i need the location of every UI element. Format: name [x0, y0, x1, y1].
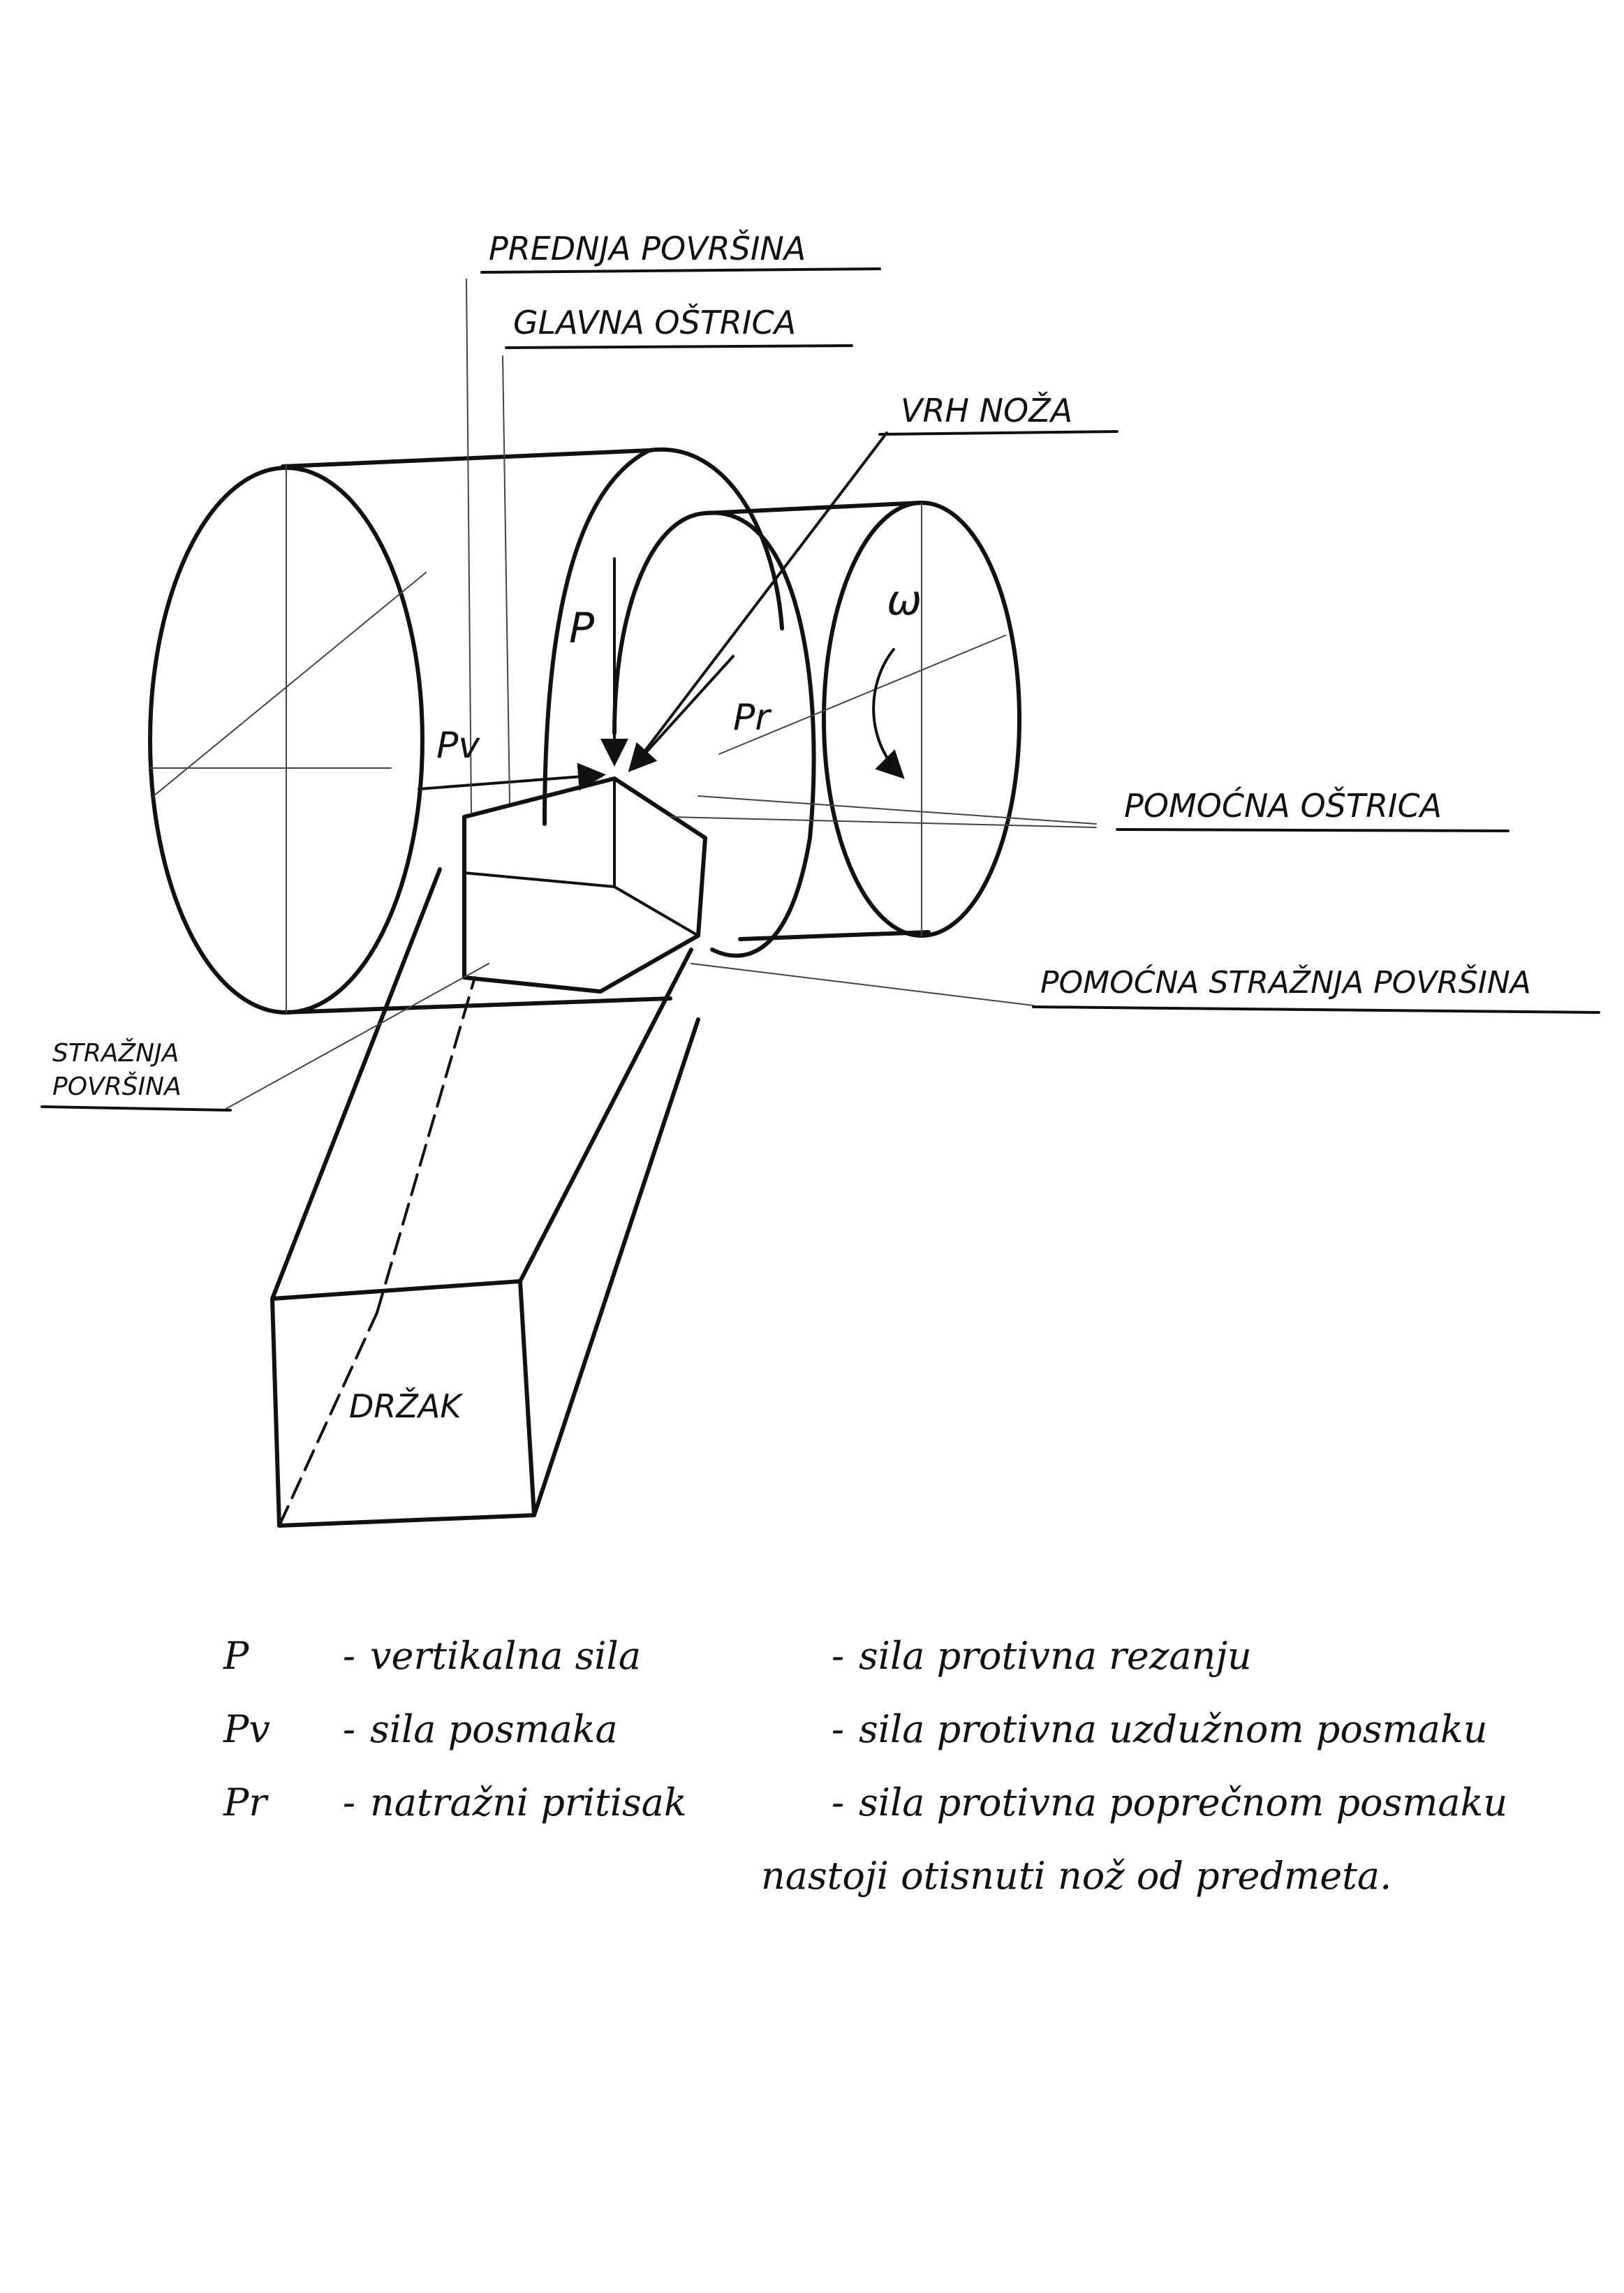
legend-separator: - — [342, 1780, 356, 1824]
legend-description: sila protivna uzdužnom posmaku — [859, 1707, 1488, 1751]
underline-strajnja — [40, 1105, 232, 1112]
legend-symbol: Pr — [223, 1780, 267, 1824]
label-strajnja: STRAŽNJA — [52, 1038, 179, 1068]
underline-vrh — [878, 430, 1119, 436]
legend-term: vertikalna sila — [370, 1634, 642, 1678]
leader-prednja — [466, 279, 472, 814]
legend-term: sila posmaka — [370, 1707, 618, 1751]
legend-separator: - — [831, 1707, 845, 1751]
label-povrsina: POVRŠINA — [52, 1072, 182, 1101]
small-cylinder — [612, 501, 1097, 958]
underline-prednja — [480, 267, 881, 274]
legend-description: sila protivna poprečnom posmaku — [859, 1780, 1508, 1824]
underline-glavna — [505, 344, 853, 349]
large-cylinder — [148, 447, 784, 1015]
legend-separator: - — [342, 1707, 356, 1751]
legend-symbol: P — [223, 1634, 249, 1678]
cutting-insert — [462, 776, 707, 994]
label-prednja-povrsina: PREDNJA POVRŠINA — [489, 229, 806, 267]
label-drzak: DRŽAK — [349, 1387, 464, 1425]
label-vrh-noza: VRH NOŽA — [901, 392, 1072, 429]
legend-continuation: nastoji otisnuti nož od predmeta. — [761, 1854, 1392, 1898]
label-omega: ω — [887, 576, 922, 625]
legend-description: sila protivna rezanju — [859, 1634, 1252, 1678]
legend-row-p: P - vertikalna sila - sila protivna reza… — [223, 1634, 1550, 1707]
vrh-leader — [630, 432, 888, 769]
leader-pomocna-strajnja — [691, 963, 1034, 1006]
legend-term: natražni pritisak — [370, 1780, 687, 1824]
label-pomocna-strajnja-povrsina: POMOĆNA STRAŽNJA POVRŠINA — [1040, 964, 1531, 1001]
leader-strajnja — [223, 963, 489, 1111]
label-force-p: P — [569, 604, 595, 653]
tool-shank — [270, 867, 700, 1528]
leader-pomocna-ostrica — [670, 816, 1097, 828]
legend-separator: - — [831, 1634, 845, 1678]
force-pr-arrow — [628, 655, 735, 772]
legend-row-pv: Pv - sila posmaka - sila protivna uzdužn… — [223, 1707, 1550, 1780]
legend-symbol: Pv — [223, 1707, 270, 1751]
label-force-pv: Pv — [436, 725, 480, 767]
legend: P - vertikalna sila - sila protivna reza… — [223, 1634, 1550, 1917]
label-pomocna-ostrica: POMOĆNA OŠTRICA — [1124, 786, 1442, 825]
label-glavna-ostrica: GLAVNA OŠTRICA — [513, 303, 796, 341]
underline-pomocna-strajnja — [1032, 1005, 1600, 1014]
rotation-arrow — [872, 648, 905, 779]
leader-glavna — [502, 355, 510, 804]
underline-pomocna-ostrica — [1116, 828, 1509, 832]
label-force-pr: Pr — [733, 697, 772, 739]
legend-row-pr: Pr - natražni pritisak - sila protivna p… — [223, 1780, 1550, 1854]
legend-separator: - — [342, 1634, 356, 1678]
legend-separator: - — [831, 1780, 845, 1824]
